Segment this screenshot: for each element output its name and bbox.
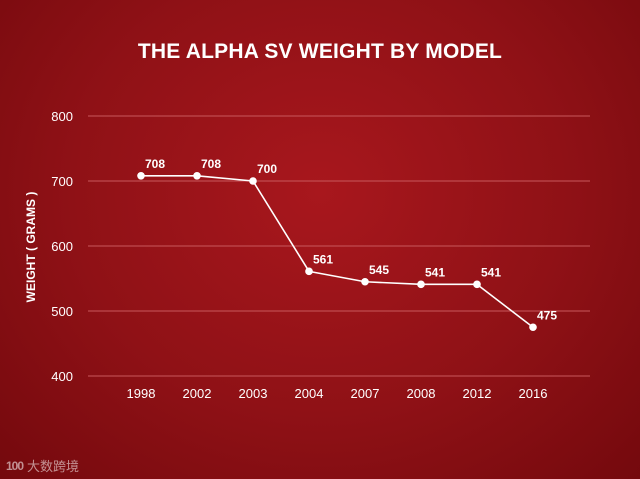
watermark-logo: 100: [6, 458, 24, 473]
data-label: 475: [537, 308, 557, 322]
x-tick-label: 1998: [127, 386, 156, 401]
data-label: 541: [481, 265, 501, 279]
data-point: [529, 323, 537, 332]
x-tick-label: 2003: [239, 386, 268, 401]
x-tick-label: 2007: [351, 386, 380, 401]
y-tick-label: 800: [51, 109, 73, 124]
x-tick-label: 2002: [183, 386, 212, 401]
chart-title: THE ALPHA SV WEIGHT BY MODEL: [137, 40, 503, 63]
data-label: 561: [313, 252, 333, 266]
x-tick-label: 2008: [407, 386, 436, 401]
data-label: 708: [145, 157, 165, 171]
data-point: [417, 280, 425, 289]
x-tick-label: 2012: [463, 386, 492, 401]
x-tick-label: 2004: [295, 386, 324, 401]
series-line: [141, 175, 534, 328]
y-tick-label: 400: [51, 369, 73, 384]
y-tick-label: 700: [51, 174, 73, 189]
data-point: [473, 280, 481, 289]
data-label: 700: [257, 162, 277, 176]
data-point: [193, 172, 201, 180]
data-label: 545: [369, 263, 389, 277]
data-label: 708: [201, 157, 221, 171]
watermark: 100 大数跨境: [6, 456, 79, 475]
y-tick-label: 500: [51, 304, 73, 319]
data-point: [249, 177, 257, 185]
data-point: [137, 172, 145, 180]
data-label: 541: [425, 265, 445, 279]
data-point: [305, 267, 313, 276]
watermark-text: 大数跨境: [27, 459, 80, 474]
y-tick-label: 600: [51, 239, 73, 254]
x-tick-label: 2016: [519, 386, 548, 401]
data-point: [361, 277, 369, 286]
